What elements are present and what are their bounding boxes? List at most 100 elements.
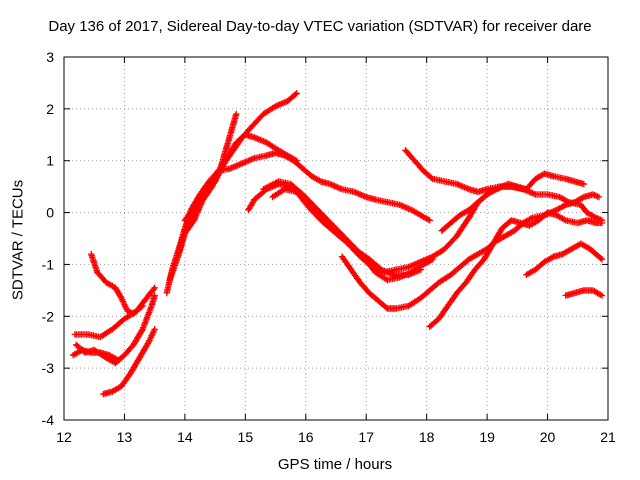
series-track-l — [269, 186, 424, 278]
y-tick-label: -2 — [42, 308, 55, 324]
data-point — [232, 123, 234, 126]
data-point — [565, 219, 567, 221]
data-point — [398, 204, 401, 206]
data-point — [108, 354, 110, 356]
data-point — [423, 263, 425, 266]
data-point — [338, 235, 340, 237]
data-point — [395, 307, 398, 310]
data-point — [250, 126, 252, 128]
x-tick-label: 16 — [298, 429, 314, 445]
data-point — [87, 333, 89, 336]
x-tick-label: 19 — [479, 429, 495, 445]
chart-title: Day 136 of 2017, Sidereal Day-to-day VTE… — [48, 18, 592, 35]
data-point — [407, 266, 410, 268]
data-point — [556, 209, 558, 211]
data-point — [341, 188, 343, 190]
x-tick-label: 14 — [177, 429, 193, 445]
data-point — [465, 281, 467, 284]
data-point — [141, 305, 144, 307]
y-tick-label: 0 — [46, 205, 54, 221]
data-point — [598, 196, 600, 198]
data-point — [353, 248, 355, 250]
data-point — [202, 193, 204, 196]
data-point — [586, 211, 588, 214]
grid — [64, 57, 608, 420]
data-point — [120, 385, 123, 387]
data-point — [317, 209, 319, 211]
data-point — [534, 193, 537, 196]
data-point — [528, 224, 531, 227]
data-point — [96, 271, 98, 273]
y-tick-label: 2 — [46, 101, 54, 117]
plot-frame — [63, 56, 609, 421]
data-point — [274, 105, 277, 107]
data-point — [287, 154, 289, 157]
x-tick-label: 17 — [358, 429, 374, 445]
data-point — [565, 294, 567, 297]
data-point — [284, 188, 286, 190]
data-point — [265, 141, 268, 144]
data-point — [380, 269, 382, 271]
data-point — [456, 183, 458, 185]
data-point — [504, 235, 506, 237]
data-point — [580, 243, 582, 245]
data-point — [432, 178, 434, 180]
data-point — [368, 258, 370, 260]
data-point — [468, 188, 470, 190]
series-track-b — [88, 250, 146, 317]
data-point — [114, 287, 116, 289]
data-point — [81, 349, 83, 351]
series-track-d — [69, 346, 122, 364]
series-track-a — [71, 284, 158, 341]
data-point — [546, 193, 549, 196]
data-point — [148, 294, 150, 297]
data-trace — [175, 90, 300, 255]
data-point — [468, 258, 470, 260]
data-trace — [523, 240, 606, 278]
series-track-r — [562, 287, 606, 299]
data-point — [450, 222, 452, 224]
data-point — [277, 149, 280, 151]
data-point — [386, 307, 388, 310]
data-point — [359, 281, 361, 284]
data-point — [323, 222, 325, 224]
data-point — [413, 160, 416, 162]
data-point — [516, 186, 518, 188]
data-point — [574, 292, 576, 294]
y-tick-label: 3 — [46, 49, 54, 65]
data-point — [444, 248, 446, 250]
data-point — [553, 175, 555, 177]
data-point — [468, 209, 470, 211]
data-point — [368, 292, 370, 294]
data-point — [111, 328, 113, 330]
data-point — [601, 222, 603, 224]
data-point — [262, 113, 265, 115]
data-point — [486, 193, 488, 196]
data-point — [126, 310, 129, 312]
data-point — [565, 178, 567, 180]
data-point — [123, 354, 126, 356]
data-point — [132, 344, 135, 346]
data-point — [296, 160, 298, 162]
data-point — [583, 183, 585, 185]
data-point — [90, 351, 92, 354]
data-point — [226, 144, 228, 146]
data-trace — [71, 284, 158, 341]
data-point — [495, 188, 497, 190]
data-point — [117, 359, 119, 361]
data-point — [407, 274, 410, 276]
data-point — [531, 217, 534, 219]
data-point — [441, 230, 443, 232]
data-point — [507, 183, 509, 185]
data-point — [525, 188, 528, 190]
data-point — [553, 256, 555, 258]
data-point — [592, 193, 594, 196]
data-point — [141, 328, 144, 330]
data-point — [229, 167, 231, 170]
data-point — [583, 289, 585, 291]
data-point — [589, 248, 591, 250]
data-point — [178, 250, 180, 253]
data-point — [420, 261, 422, 263]
data-point — [477, 191, 479, 193]
